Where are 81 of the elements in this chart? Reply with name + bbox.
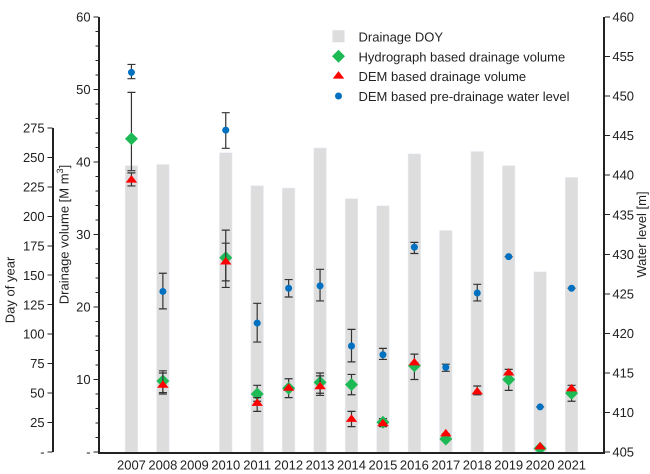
y3-tick-label: 275 (22, 120, 45, 136)
legend-label: DEM based drainage volume (358, 69, 526, 84)
x-tick-label: 2021 (557, 457, 586, 472)
y2-tick-label: 440 (612, 168, 634, 183)
point (285, 284, 292, 292)
legend-label: DEM based pre-drainage water level (358, 89, 570, 104)
point (410, 244, 418, 251)
bar (439, 230, 452, 452)
x-tick-label: 2014 (337, 457, 366, 472)
point (505, 253, 512, 260)
y3-tick-label: 175 (22, 238, 45, 254)
y2-tick-label: 450 (612, 88, 634, 104)
point (316, 282, 324, 290)
y3-axis-title: Day of year (2, 256, 18, 324)
y-tick-label: 60 (76, 10, 91, 25)
x-tick-label: 2019 (494, 457, 524, 472)
y3-tick-label: 125 (22, 297, 45, 312)
y3-tick-label: 250 (22, 150, 45, 165)
y-tick-label: 40 (76, 154, 91, 170)
y2-tick-label: 405 (612, 444, 634, 460)
y3-tick-label: 75 (30, 356, 45, 372)
x-tick-label: 2015 (368, 457, 398, 472)
y-tick-label: 20 (76, 300, 91, 315)
legend-label: Drainage DOY (358, 29, 444, 44)
y2-tick-label: 430 (612, 246, 634, 262)
y2-tick-label: 445 (612, 128, 634, 144)
x-tick-label: 2018 (462, 457, 492, 472)
y-tick-label: 50 (76, 82, 91, 98)
y3-tick-label: 225 (22, 179, 45, 194)
point (254, 320, 261, 327)
point (159, 288, 166, 295)
point (128, 68, 135, 76)
bar (376, 205, 390, 452)
y2-axis-title: Water level [m] (634, 191, 650, 278)
x-tick-label: 2016 (400, 457, 429, 472)
x-tick-label: 2010 (211, 457, 240, 472)
point (379, 351, 386, 358)
y3-tick-label: 25 (30, 415, 45, 430)
x-tick-label: 2012 (274, 457, 304, 472)
bar (344, 198, 358, 452)
point (345, 378, 358, 392)
y2-tick-label: 455 (612, 49, 634, 64)
point (568, 284, 576, 292)
x-tick-label: 2007 (116, 457, 146, 472)
legend-label: Hydrograph based drainage volume (358, 49, 566, 64)
bar (408, 154, 421, 452)
point (124, 132, 138, 146)
y-tick-label: - (86, 444, 91, 460)
x-tick-label: 2017 (431, 457, 460, 472)
bar (502, 165, 516, 452)
y-tick-label: 30 (76, 227, 91, 242)
point (222, 126, 230, 134)
point (536, 403, 544, 410)
bar (282, 188, 296, 452)
x-tick-label: 2013 (306, 457, 335, 472)
point (474, 290, 481, 297)
y2-tick-label: 460 (612, 10, 634, 25)
bar (250, 185, 264, 452)
y3-tick-label: 150 (22, 268, 45, 283)
point (348, 342, 355, 350)
bar (470, 151, 484, 452)
y2-tick-label: 425 (612, 286, 634, 302)
y3-tick-label: - (40, 444, 45, 460)
bar (314, 148, 327, 452)
y3-tick-label: 200 (22, 208, 45, 224)
bar (565, 177, 578, 452)
y2-tick-label: 410 (612, 405, 634, 420)
x-tick-label: 2008 (148, 457, 178, 472)
bar (156, 164, 170, 452)
x-tick-label: 2020 (526, 457, 555, 472)
bar (219, 152, 232, 452)
y2-tick-label: 435 (612, 207, 634, 222)
x-tick-label: 2011 (243, 457, 272, 472)
y-tick-label: 10 (76, 372, 91, 388)
x-tick-label: 2009 (180, 457, 209, 472)
y2-tick-label: 415 (612, 365, 634, 380)
y2-tick-label: 420 (612, 326, 634, 341)
bar (124, 165, 138, 452)
y3-tick-label: 50 (30, 386, 45, 401)
bar (534, 271, 547, 452)
y3-tick-label: 100 (22, 326, 45, 342)
